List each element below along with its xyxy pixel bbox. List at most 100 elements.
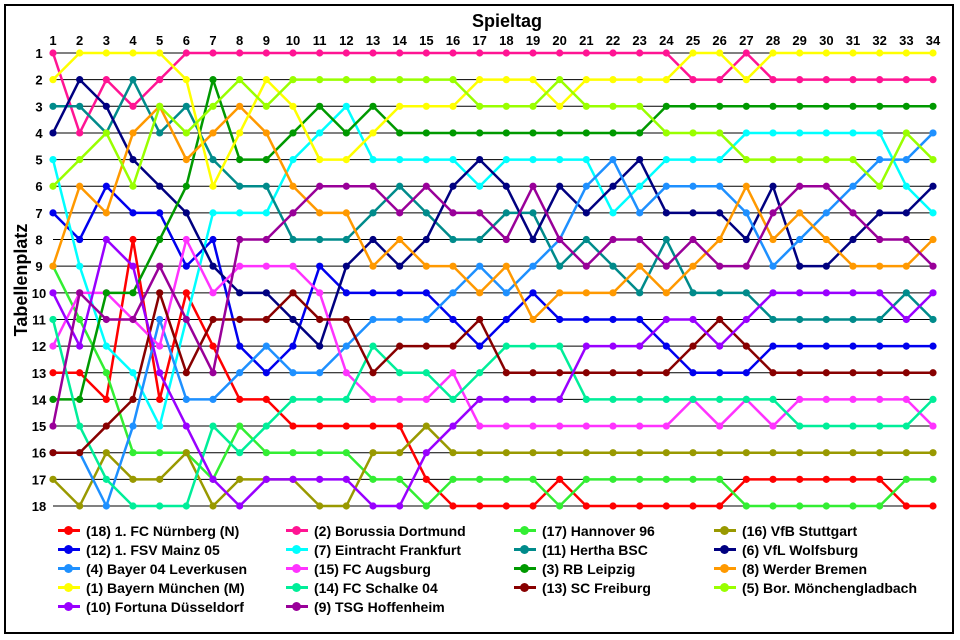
legend-label: (10) Fortuna Düsseldorf (86, 598, 244, 615)
data-point (449, 182, 457, 190)
data-point (369, 102, 377, 110)
data-point (662, 315, 670, 324)
data-point (502, 449, 510, 457)
data-point (929, 342, 937, 350)
data-point (342, 155, 350, 164)
data-point (636, 129, 644, 137)
data-point (902, 342, 910, 350)
data-point (716, 235, 724, 244)
data-point (262, 289, 270, 297)
data-point (102, 449, 110, 457)
data-point (769, 102, 777, 110)
data-point (76, 76, 84, 84)
data-point (742, 502, 750, 510)
data-point (502, 289, 510, 297)
data-point (556, 182, 564, 190)
data-point (609, 129, 617, 137)
data-point (929, 155, 937, 164)
data-point (102, 422, 110, 430)
data-point (476, 369, 484, 377)
data-point (502, 235, 510, 244)
series-14 (49, 315, 937, 510)
data-point (502, 395, 510, 404)
data-point (182, 102, 190, 110)
legend-swatch (58, 563, 80, 573)
data-point (822, 395, 830, 404)
series-4 (49, 422, 937, 510)
data-point (236, 502, 244, 510)
data-point (476, 235, 484, 244)
legend-item: (1) Bayern München (M) (58, 578, 286, 597)
data-point (156, 49, 164, 57)
data-point (316, 342, 324, 350)
data-point (876, 49, 884, 57)
data-point (716, 315, 724, 324)
y-tick-label: 15 (32, 419, 46, 434)
data-point (102, 369, 110, 377)
data-point (769, 289, 777, 297)
data-point (236, 449, 244, 457)
y-tick-label: 4 (35, 126, 43, 141)
data-point (182, 182, 190, 190)
data-point (289, 76, 297, 84)
data-point (529, 422, 537, 430)
data-point (716, 76, 724, 84)
data-point (236, 342, 244, 350)
data-point (236, 209, 244, 217)
series-2 (49, 49, 937, 137)
data-point (182, 502, 190, 510)
data-point (129, 76, 137, 84)
data-point (769, 76, 777, 84)
data-point (902, 182, 910, 190)
legend-swatch (286, 544, 308, 554)
data-point (449, 449, 457, 457)
data-point (556, 129, 564, 137)
data-point (822, 102, 830, 110)
data-point (529, 182, 537, 190)
data-point (849, 102, 857, 110)
data-point (822, 209, 830, 217)
data-point (182, 315, 190, 324)
data-point (902, 475, 910, 483)
data-point (822, 235, 830, 244)
data-point (262, 209, 270, 217)
data-point (262, 76, 270, 84)
data-point (876, 395, 884, 404)
data-point (689, 342, 697, 350)
legend-label: (13) SC Freiburg (542, 579, 651, 596)
data-point (129, 102, 137, 110)
x-tick-label: 10 (286, 33, 300, 48)
legend-label: (4) Bayer 04 Leverkusen (86, 560, 248, 577)
data-point (156, 129, 164, 137)
data-point (342, 475, 350, 483)
y-tick-label: 7 (35, 206, 42, 221)
data-point (476, 289, 484, 297)
y-tick-label: 6 (35, 179, 42, 194)
legend-swatch (714, 582, 736, 592)
data-point (156, 289, 164, 297)
x-tick-label: 26 (712, 33, 726, 48)
x-tick-label: 23 (632, 33, 646, 48)
data-point (182, 235, 190, 244)
data-point (556, 289, 564, 297)
data-point (156, 262, 164, 270)
data-point (396, 369, 404, 377)
data-point (742, 49, 750, 57)
data-point (529, 129, 537, 137)
data-point (636, 369, 644, 377)
data-point (102, 502, 110, 510)
data-point (556, 155, 564, 164)
data-point (849, 209, 857, 217)
legend-item: (9) TSG Hoffenheim (286, 597, 514, 616)
data-point (662, 475, 670, 483)
data-point (76, 315, 84, 324)
data-point (342, 129, 350, 137)
data-point (289, 155, 297, 164)
data-point (342, 422, 350, 430)
data-point (902, 395, 910, 404)
data-point (422, 155, 430, 164)
data-point (876, 369, 884, 377)
data-point (636, 315, 644, 324)
data-point (849, 422, 857, 430)
data-point (449, 289, 457, 297)
